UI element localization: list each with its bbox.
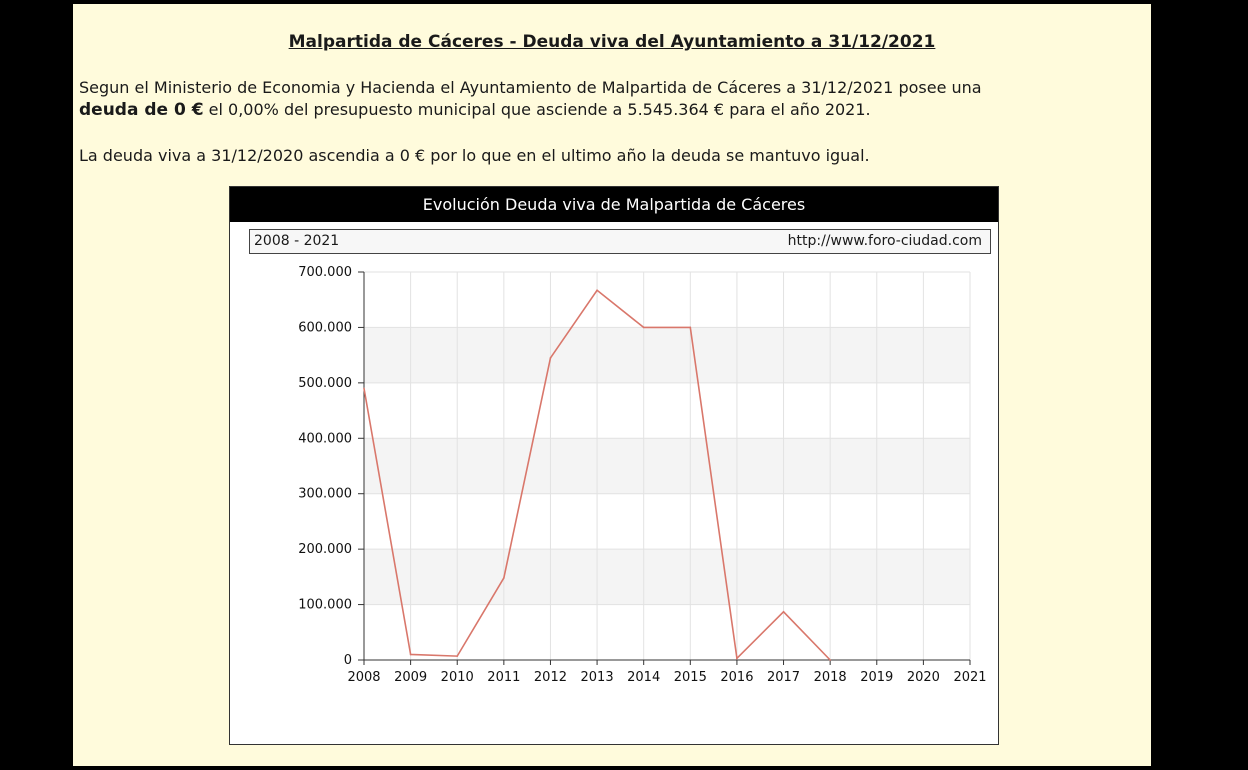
x-tick-label: 2013 (581, 670, 614, 685)
x-tick-label: 2014 (627, 670, 660, 685)
debt-chart: Evolución Deuda viva de Malpartida de Cá… (229, 186, 999, 745)
data-point (596, 289, 598, 292)
y-tick-label: 600.000 (298, 320, 352, 335)
data-point (642, 326, 645, 329)
y-tick-label: 200.000 (298, 542, 352, 557)
x-tick-label: 2012 (534, 670, 567, 685)
x-tick-label: 2018 (814, 670, 847, 685)
data-point (409, 653, 412, 656)
x-tick-label: 2017 (767, 670, 800, 685)
x-tick-label: 2009 (394, 670, 427, 685)
grid-band (364, 493, 970, 550)
data-point (363, 387, 365, 390)
data-point (549, 357, 552, 359)
grid-band (364, 438, 970, 494)
chart-title: Evolución Deuda viva de Malpartida de Cá… (230, 187, 998, 222)
summary-text-start: Segun el Ministerio de Economia y Hacien… (79, 78, 982, 97)
grid-band (364, 549, 970, 605)
y-tick-label: 400.000 (298, 431, 352, 446)
chart-range-label: 2008 - 2021 (254, 233, 340, 249)
data-point (689, 326, 692, 329)
data-point (456, 655, 459, 657)
debt-amount-highlight: deuda de 0 € (79, 100, 204, 120)
grid-band (364, 382, 970, 439)
x-tick-label: 2016 (720, 670, 753, 685)
y-tick-label: 700.000 (298, 265, 352, 280)
y-tick-label: 0 (344, 653, 352, 668)
x-tick-label: 2011 (487, 670, 520, 685)
chart-plot-area: 0 100.000 200.000 300.000 400.000 500.000 600.… (298, 265, 986, 685)
y-tick-label: 300.000 (298, 487, 352, 502)
x-tick-label: 2008 (347, 670, 380, 685)
data-point (782, 610, 785, 613)
grid-band (364, 604, 970, 660)
x-tick-label: 2021 (953, 670, 986, 685)
y-tick-label: 500.000 (298, 376, 352, 391)
x-tick-label: 2020 (907, 670, 940, 685)
debt-summary-paragraph: Segun el Ministerio de Economia y Hacien… (79, 77, 1139, 121)
data-point (503, 577, 505, 579)
y-tick-label: 100.000 (298, 598, 352, 613)
grid-band (364, 272, 970, 328)
data-point (736, 657, 738, 660)
x-tick-label: 2010 (441, 670, 474, 685)
debt-change-paragraph: La deuda viva a 31/12/2020 ascendia a 0 … (79, 146, 870, 165)
page-title: Malpartida de Cáceres - Deuda viva del A… (288, 32, 936, 52)
data-point (829, 659, 831, 661)
grid-band (364, 327, 970, 383)
x-tick-label: 2015 (674, 670, 707, 685)
summary-text-end: el 0,00% del presupuesto municipal que a… (203, 100, 871, 119)
x-tick-label: 2019 (860, 670, 893, 685)
chart-source-label: http://www.foro-ciudad.com (787, 233, 982, 249)
chart-subheader: 2008 - 2021 http://www.foro-ciudad.com (249, 229, 991, 254)
content-panel: Malpartida de Cáceres - Deuda viva del A… (73, 4, 1151, 766)
